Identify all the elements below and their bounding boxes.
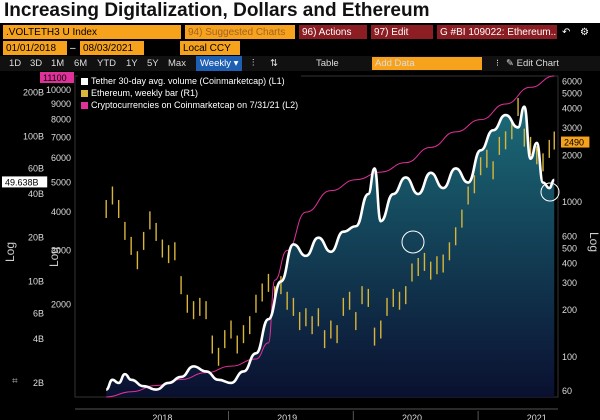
left-tick-label: 100B — [23, 131, 44, 141]
left2-tick-label: 6000 — [51, 153, 71, 163]
tab-6m[interactable]: 6M — [74, 58, 88, 69]
table-button[interactable]: Table — [316, 58, 339, 69]
right-tick-label: 3000 — [562, 123, 582, 133]
indicator-icon[interactable]: ⇅ — [270, 58, 278, 69]
legend-label: Ethereum, weekly bar (R1) — [91, 88, 199, 98]
tab-5y[interactable]: 5Y — [147, 58, 159, 69]
crypto-last-value-bg — [40, 72, 74, 83]
right-tick-label: 6000 — [562, 76, 582, 86]
last-value-badges: 11100 49.638B 2490 — [2, 72, 590, 188]
highlight-circle-2021 — [540, 182, 560, 202]
tab-max[interactable]: Max — [168, 58, 186, 69]
undo-icon[interactable]: ↶ — [562, 27, 571, 38]
page-title: Increasing Digitalization, Dollars and E… — [4, 0, 430, 21]
crypto-last-value: 11100 — [43, 73, 67, 83]
legend-item-ethereum: Ethereum, weekly bar (R1) — [81, 87, 298, 99]
legend-item-crypto: Cryptocurrencies on Coinmarketcap on 7/3… — [81, 99, 298, 111]
right-tick-label: 400 — [562, 259, 577, 269]
period-tabs: 1D 3D 1M 6M YTD 1Y 5Y Max Weekly ▾ ⫶ ⇅ T… — [0, 56, 600, 71]
tether-last-value: 49.638B — [5, 177, 39, 187]
frequency-dropdown[interactable]: Weekly ▾ — [196, 56, 243, 71]
left2-tick-label: 5000 — [51, 177, 71, 187]
left-tick-label: 200B — [23, 88, 44, 98]
tab-3d[interactable]: 3D — [30, 58, 43, 69]
right-tick-label: 1000 — [562, 197, 582, 207]
crypto-count-line — [106, 75, 555, 398]
ethereum-series — [105, 97, 555, 366]
legend-item-tether: Tether 30-day avg. volume (Coinmarketcap… — [81, 75, 298, 87]
currency-field[interactable]: Local CCY — [180, 41, 240, 55]
date-separator: – — [70, 43, 76, 54]
left-axis-2-log-label: Log — [47, 247, 61, 267]
left-tick-label: 40B — [28, 189, 44, 199]
edit-menu[interactable]: 97) Edit — [371, 25, 433, 39]
start-date-field[interactable]: 01/01/2018 — [3, 41, 67, 55]
left-axis-2: 10000 9000 8000 7000 6000 5000 4000 3000 2000 — [46, 85, 71, 310]
right-tick-label: 600 — [562, 231, 577, 241]
right-axis: 6000 5000 4000 3000 2000 1000 600 500 400 300 200 1… — [562, 76, 582, 396]
ticker-field[interactable]: .VOLTETH3 U Index — [3, 25, 181, 39]
left2-tick-label: 7000 — [51, 132, 71, 142]
add-data-field[interactable]: Add Data — [372, 57, 482, 70]
toolbar-row: .VOLTETH3 U Index 94) Suggested Charts 9… — [0, 25, 600, 40]
x-tick-label: 2021 — [527, 413, 547, 420]
frequency-label: Weekly — [200, 58, 231, 69]
legend-swatch — [81, 102, 88, 110]
left2-tick-label: 3000 — [51, 245, 71, 255]
edit-chart-label: Edit Chart — [516, 58, 559, 69]
tab-1y[interactable]: 1Y — [126, 58, 138, 69]
tether-volume-line — [105, 105, 555, 391]
left2-tick-label: 9000 — [51, 99, 71, 109]
right-tick-label: 5000 — [562, 89, 582, 99]
x-tick-label: 2019 — [277, 413, 297, 420]
settings-icon[interactable]: ⚙ — [580, 27, 589, 38]
terminal-window: .VOLTETH3 U Index 94) Suggested Charts 9… — [0, 23, 600, 420]
left2-tick-label: 2000 — [51, 300, 71, 310]
legend-label: Cryptocurrencies on Coinmarketcap on 7/3… — [91, 100, 299, 110]
right-tick-label: 60 — [562, 386, 572, 396]
right-tick-label: 200 — [562, 305, 577, 315]
left-tick-label: 4B — [33, 334, 44, 344]
bi-link[interactable]: G #BI 109022: Ethereum... — [437, 25, 557, 39]
left2-tick-label: 4000 — [51, 207, 71, 217]
legend: Tether 30-day avg. volume (Coinmarketcap… — [78, 74, 302, 112]
left-tick-label: 6B — [33, 309, 44, 319]
end-date-field[interactable]: 08/03/2021 — [80, 41, 144, 55]
left2-tick-label: 8000 — [51, 115, 71, 125]
right-tick-label: 500 — [562, 244, 577, 254]
x-axis: 2018 2019 2020 2021 — [75, 408, 558, 420]
left-tick-label: 20B — [28, 233, 44, 243]
right-tick-label: 4000 — [562, 104, 582, 114]
left-tick-label: 10B — [28, 276, 44, 286]
edit-chart-button[interactable]: ✎ Edit Chart — [506, 58, 559, 69]
legend-swatch — [81, 78, 88, 86]
tether-last-value-bg — [2, 176, 48, 188]
suggested-charts-button[interactable]: 94) Suggested Charts — [185, 25, 295, 39]
left-tick-label: 60B — [28, 163, 44, 173]
right-tick-label: 300 — [562, 278, 577, 288]
left-tick-label: 2B — [33, 378, 44, 388]
left-axis: 200B 100B 60B 40B 20B 10B 6B 4B 2B — [23, 88, 44, 388]
chart-type-icon[interactable]: ⫶ — [252, 58, 255, 69]
right-axis-log-label: Log — [587, 232, 600, 252]
legend-label: Tether 30-day avg. volume (Coinmarketcap… — [91, 76, 285, 86]
right-tick-label: 100 — [562, 352, 577, 362]
x-tick-label: 2018 — [152, 413, 172, 420]
x-tick-label: 2020 — [402, 413, 422, 420]
date-row: 01/01/2018 – 08/03/2021 Local CCY — [0, 41, 600, 56]
chart-area: 200B 100B 60B 40B 20B 10B 6B 4B 2B 10000 9000 8000… — [2, 72, 600, 420]
chart-options-icon[interactable]: ⁝ — [496, 58, 500, 69]
highlight-circle-2020 — [401, 230, 425, 254]
ethereum-last-value: 2490 — [564, 138, 584, 148]
right-tick-label: 2000 — [562, 150, 582, 160]
tab-ytd[interactable]: YTD — [97, 58, 116, 69]
actions-menu[interactable]: 96) Actions — [299, 25, 367, 39]
left2-tick-label: 10000 — [46, 85, 71, 95]
ethereum-last-value-bg — [561, 136, 590, 148]
tab-1m[interactable]: 1M — [51, 58, 65, 69]
tab-1d[interactable]: 1D — [9, 58, 22, 69]
left-axis-log-label: Log — [3, 242, 17, 262]
legend-swatch — [81, 90, 88, 98]
zoom-icon[interactable]: ⌗ — [12, 376, 18, 387]
